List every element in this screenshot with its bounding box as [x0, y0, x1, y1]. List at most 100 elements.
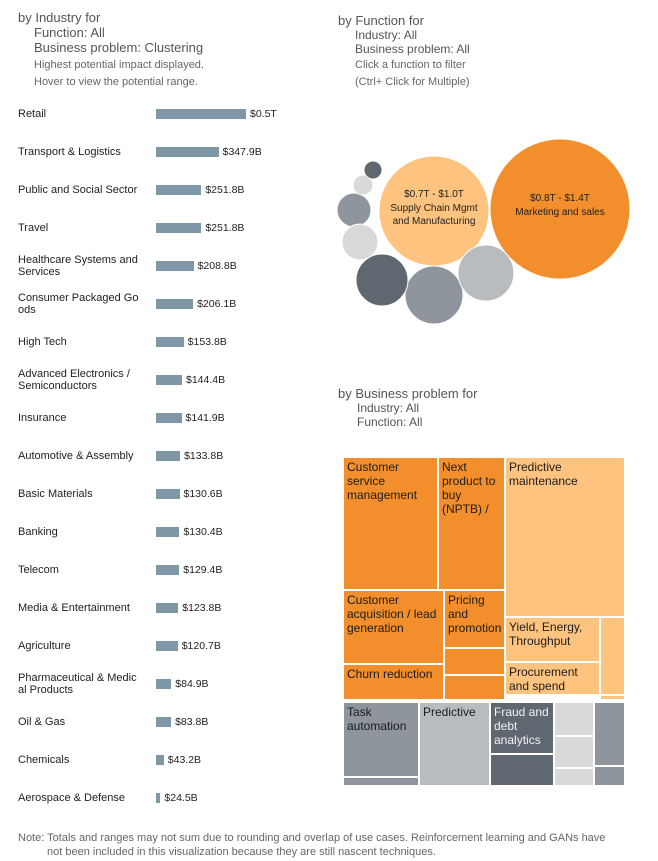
function-panel-note-1: Click a function to filter [355, 59, 466, 71]
industry-value-label: $43.2B [167, 754, 202, 766]
function-bubble[interactable] [457, 244, 515, 302]
industry-bar[interactable] [156, 261, 194, 271]
treemap-cell[interactable]: Customer acquisition / lead generation [343, 590, 444, 664]
treemap-cell[interactable] [554, 702, 594, 736]
treemap-cell[interactable] [554, 736, 594, 768]
industry-bar[interactable] [156, 223, 202, 233]
treemap-cell[interactable] [490, 754, 554, 786]
function-bubble[interactable] [336, 192, 372, 228]
industry-label: Public and Social Sector [18, 184, 138, 196]
treemap-cell[interactable] [600, 695, 625, 700]
industry-bar[interactable] [156, 679, 172, 689]
treemap-cell[interactable]: Predictive [419, 702, 490, 786]
industry-bar[interactable] [156, 527, 180, 537]
industry-value-label: $120.7B [181, 640, 221, 652]
industry-label: Media & Entertainment [18, 602, 130, 614]
industry-bar[interactable] [156, 489, 180, 499]
industry-value-label: $129.4B [183, 564, 223, 576]
industry-label: Pharmaceutical & Medic al Products [18, 672, 137, 696]
treemap-cell[interactable]: Procurement and spend [505, 662, 600, 695]
treemap-cell[interactable]: Fraud and debt analytics [490, 702, 554, 754]
industry-value-label: $141.9B [185, 412, 225, 424]
industry-value-label: $83.8B [175, 716, 209, 728]
treemap-cell[interactable]: Churn reduction [343, 664, 444, 700]
function-bubble[interactable] [341, 223, 379, 261]
industry-bar[interactable] [156, 641, 178, 651]
industry-bar[interactable] [156, 755, 164, 765]
industry-panel-title: by Industry for [18, 10, 101, 25]
treemap-cell[interactable]: Predictive maintenance [505, 457, 625, 617]
treemap-cell-label: Next product to buy (NPTB) / [442, 460, 496, 516]
industry-value-label: $130.4B [183, 526, 223, 538]
treemap-cell[interactable] [594, 766, 625, 786]
treemap-cell-label: Task automation [347, 705, 407, 733]
treemap-cell[interactable] [554, 768, 594, 786]
industry-bar[interactable] [156, 147, 219, 157]
footnote-line-1: Note: Totals and ranges may not sum due … [18, 832, 606, 844]
function-bubble-chart[interactable]: $0.8T - $1.4T Marketing and sales $0.7T - … [330, 130, 658, 330]
industry-bar[interactable] [156, 793, 161, 803]
function-bubble[interactable] [352, 174, 374, 196]
industry-bar[interactable] [156, 375, 182, 385]
industry-bar[interactable] [156, 337, 184, 347]
industry-value-label: $206.1B [197, 298, 237, 310]
treemap-cell[interactable]: Pricing and promotion [444, 590, 505, 648]
industry-value-label: $84.9B [175, 678, 209, 690]
business-problem-treemap: Customer service management Next product … [343, 457, 625, 787]
treemap-cell-label: Churn reduction [347, 667, 433, 681]
industry-bar[interactable] [156, 717, 172, 727]
industry-label: Basic Materials [18, 488, 93, 500]
treemap-cell-label: Predictive [423, 705, 476, 719]
function-bubble[interactable] [363, 160, 383, 180]
industry-value-label: $251.8B [205, 222, 245, 234]
footnote-line-2: not been included in this visualization … [47, 846, 436, 858]
treemap-cell-label: Customer service management [347, 460, 418, 502]
industry-value-label: $251.8B [205, 184, 245, 196]
bubble-label: Marketing and sales [515, 207, 605, 218]
industry-value-label: $347.9B [222, 146, 262, 158]
industry-bar[interactable] [156, 603, 179, 613]
industry-value-label: $24.5B [164, 792, 198, 804]
industry-bar[interactable] [156, 185, 202, 195]
treemap-cell[interactable]: Yield, Energy, Throughput [505, 617, 600, 662]
industry-panel-function-filter: Function: All [34, 25, 105, 40]
treemap-cell[interactable]: Task automation [343, 702, 419, 777]
treemap-cell[interactable]: Customer service management [343, 457, 438, 590]
industry-label: Consumer Packaged Go ods [18, 292, 139, 316]
treemap-cell-label: Fraud and debt analytics [494, 705, 549, 747]
industry-bar[interactable] [156, 413, 182, 423]
treemap-cell[interactable]: Next product to buy (NPTB) / [438, 457, 505, 590]
function-bubble[interactable] [355, 253, 409, 307]
industry-value-label: $0.5T [250, 108, 277, 120]
industry-bar[interactable] [156, 565, 180, 575]
industry-value-label: $123.8B [182, 602, 222, 614]
function-panel-note-2: (Ctrl+ Click for Multiple) [355, 76, 470, 88]
treemap-cell-label: Yield, Energy, Throughput [509, 620, 583, 648]
function-bubble[interactable] [489, 138, 631, 280]
treemap-cell[interactable] [594, 702, 625, 766]
industry-panel-note-1: Highest potential impact displayed. [34, 59, 204, 71]
problem-panel-function-filter: Function: All [357, 415, 423, 429]
industry-label: Chemicals [18, 754, 70, 766]
treemap-cell[interactable] [600, 617, 625, 695]
industry-value-label: $133.8B [184, 450, 224, 462]
industry-bar[interactable] [156, 299, 194, 309]
industry-label: Telecom [18, 564, 59, 576]
function-bubble[interactable] [404, 265, 464, 325]
treemap-cell-label: Pricing and promotion [448, 593, 502, 635]
treemap-cell[interactable] [444, 675, 505, 700]
industry-bar[interactable] [156, 109, 246, 119]
industry-value-label: $144.4B [185, 374, 226, 386]
treemap-cell[interactable] [444, 648, 505, 675]
industry-value-label: $153.8B [187, 336, 227, 348]
treemap-cell[interactable] [343, 777, 419, 786]
bubble-label: $0.7T - $1.0T [404, 189, 464, 200]
bubble-label: Supply Chain Mgmt [390, 203, 477, 214]
industry-bar[interactable] [156, 451, 181, 461]
industry-label: Automotive & Assembly [18, 450, 134, 462]
problem-panel-industry-filter: Industry: All [357, 401, 420, 415]
industry-label: Travel [18, 222, 49, 234]
industry-label: High Tech [18, 336, 67, 348]
problem-panel-title: by Business problem for [338, 386, 478, 401]
function-panel-industry-filter: Industry: All [355, 28, 418, 42]
